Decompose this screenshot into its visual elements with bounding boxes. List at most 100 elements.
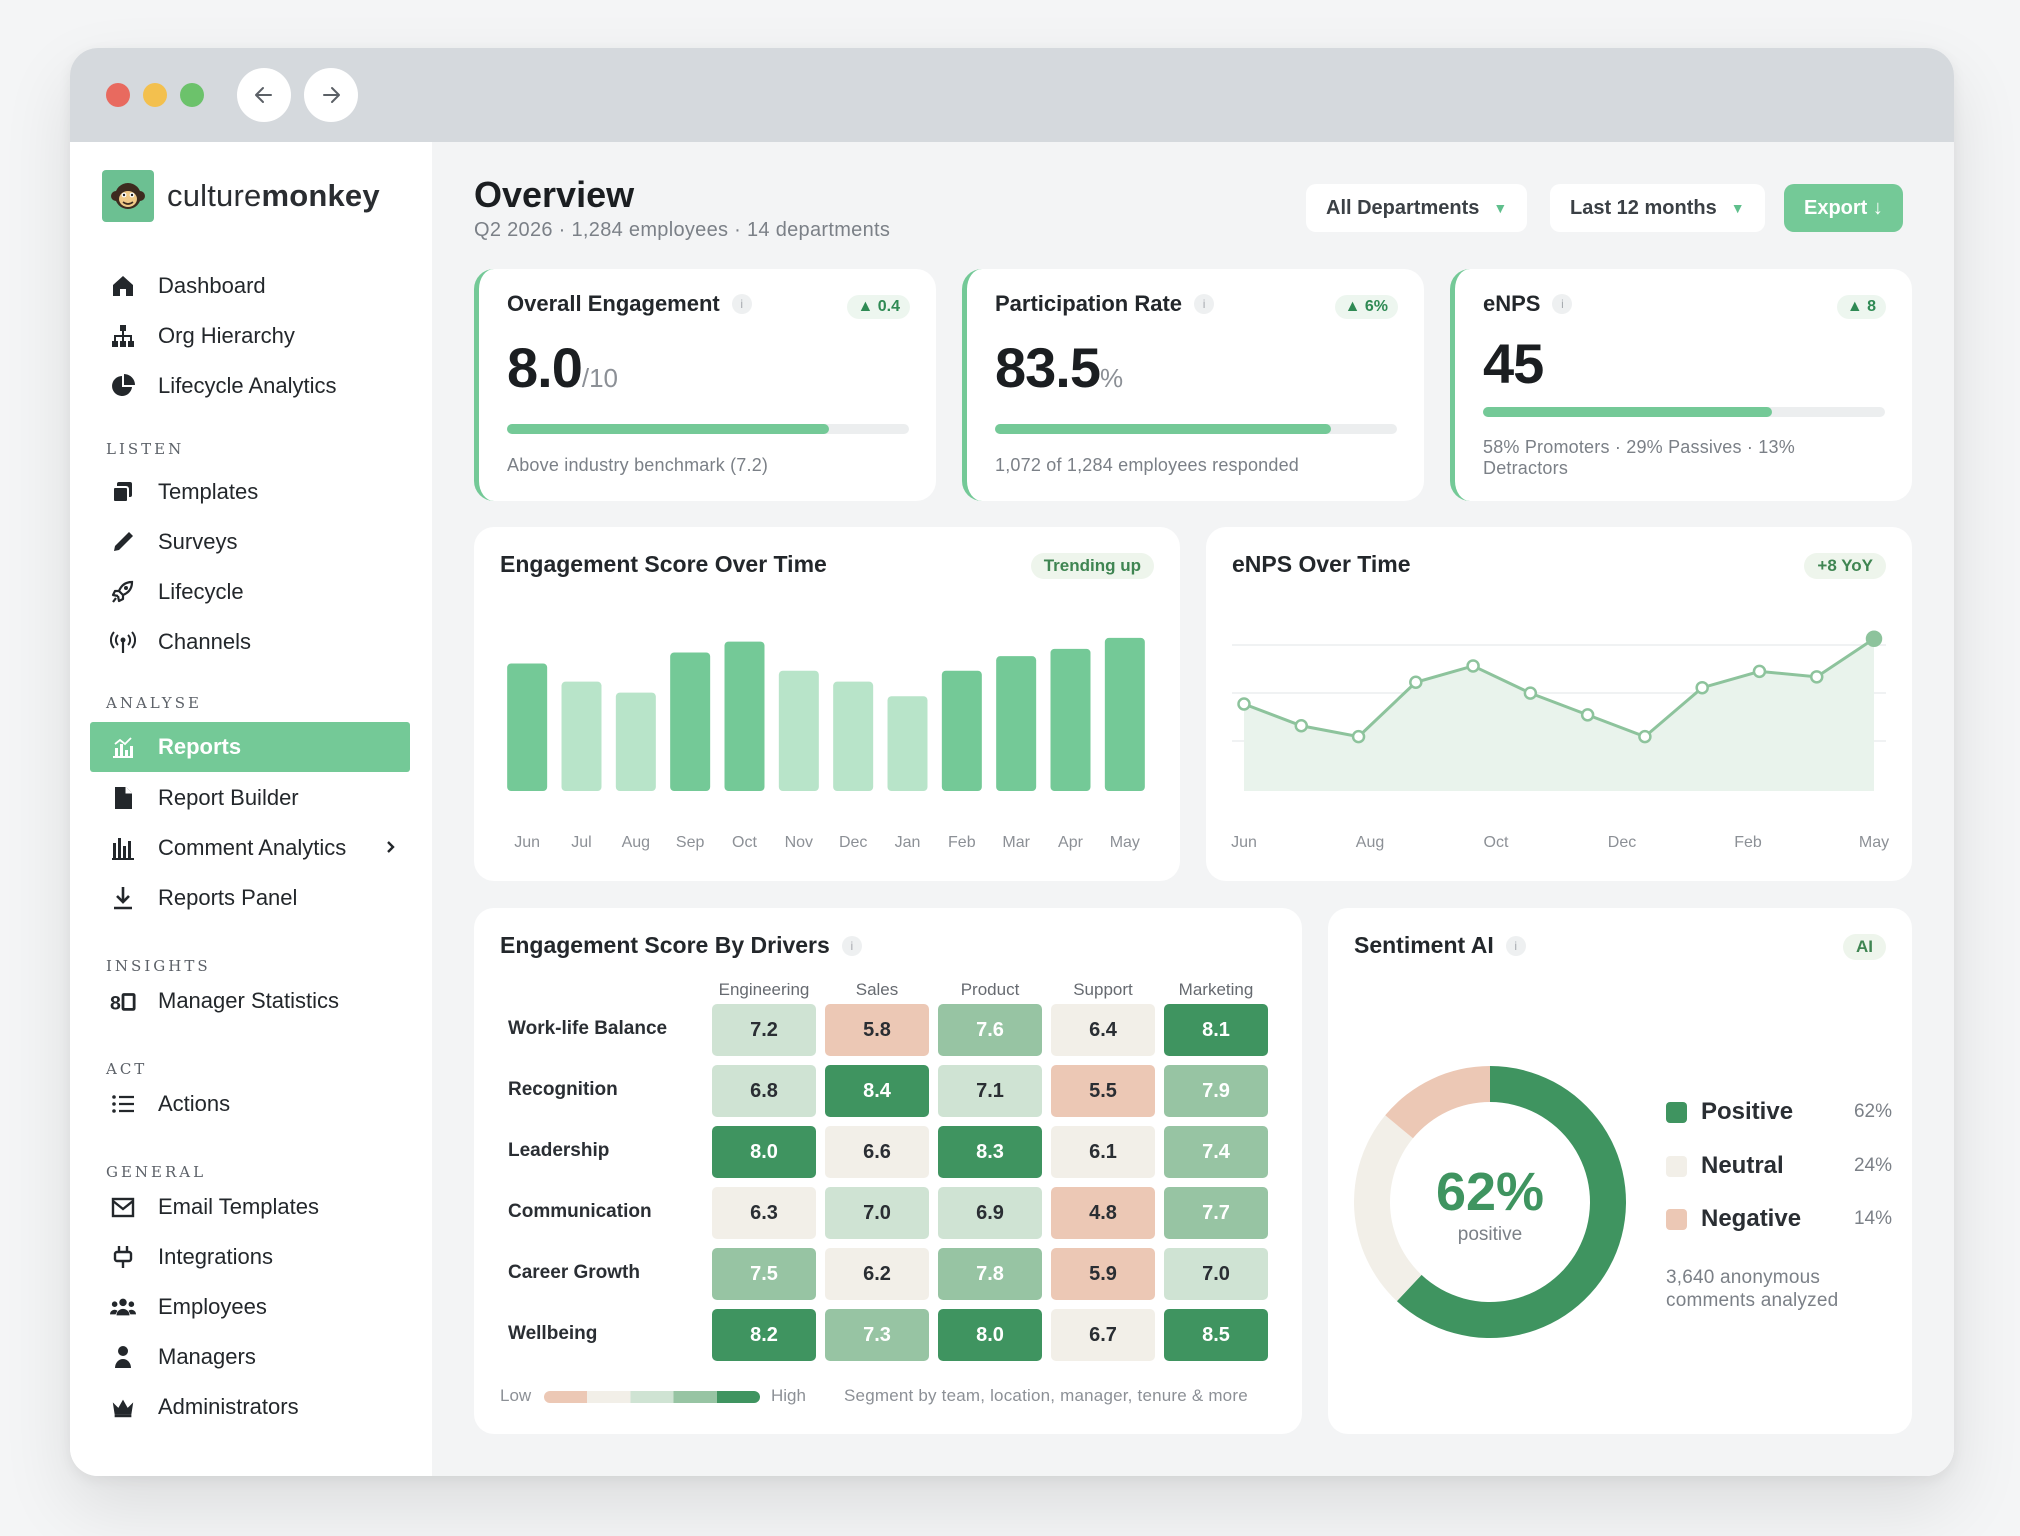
period-filter-dropdown[interactable]: Last 12 months ▼: [1550, 184, 1765, 232]
data-point: [1809, 670, 1824, 684]
info-icon[interactable]: i: [1194, 294, 1215, 314]
sidebar-item-templates[interactable]: Templates: [90, 467, 410, 517]
info-icon[interactable]: i: [731, 294, 752, 314]
heatmap-cell[interactable]: 6.3: [712, 1187, 816, 1239]
heatmap-cell[interactable]: 6.7: [1051, 1309, 1155, 1361]
row-label: Leadership: [508, 1140, 610, 1161]
heatmap-cell[interactable]: 7.0: [825, 1187, 929, 1239]
heatmap-cell[interactable]: 7.7: [1164, 1187, 1268, 1239]
row-label: Communication: [508, 1201, 652, 1222]
heatmap-cell[interactable]: 6.1: [1051, 1126, 1155, 1178]
sidebar-item-email-templates[interactable]: Email Templates: [90, 1182, 410, 1232]
svg-text:8: 8: [110, 992, 121, 1014]
heatmap-cell[interactable]: 5.8: [825, 1004, 929, 1056]
sidebar-item-lifecycle-analytics[interactable]: Lifecycle Analytics: [90, 361, 410, 411]
legend-negative: Negative 14%: [1666, 1205, 1892, 1233]
sidebar-item-org-hierarchy[interactable]: Org Hierarchy: [90, 311, 410, 361]
heatmap-cell[interactable]: 6.4: [1051, 1004, 1155, 1056]
heatmap-cell[interactable]: 6.9: [938, 1187, 1042, 1239]
heatmap-cell[interactable]: 7.8: [938, 1248, 1042, 1300]
heatmap-cell[interactable]: 7.9: [1164, 1065, 1268, 1117]
sidebar-item-report-builder[interactable]: Report Builder: [90, 773, 410, 823]
org-chart-icon: [110, 323, 136, 349]
heatmap-cell[interactable]: 5.5: [1051, 1065, 1155, 1117]
heatmap-cell[interactable]: 7.0: [1164, 1248, 1268, 1300]
sidebar-item-surveys[interactable]: Surveys: [90, 517, 410, 567]
heatmap-cell[interactable]: 7.1: [938, 1065, 1042, 1117]
sidebar-item-lifecycle[interactable]: Lifecycle: [90, 567, 410, 617]
data-point: [1294, 719, 1309, 733]
sidebar-item-manager-statistics[interactable]: 8 Manager Statistics: [110, 988, 339, 1014]
engagement-bar-chart: Jun Jul Aug Sep Oct Nov Dec Jan Feb Mar Apr May: [507, 637, 1145, 851]
trend-badge: Trending up: [1030, 553, 1154, 579]
bar: [1104, 637, 1145, 791]
bar: [996, 656, 1037, 791]
sidebar-item-dashboard[interactable]: Dashboard: [90, 261, 410, 311]
chart-title: eNPS Over Time: [1232, 551, 1411, 577]
delta-badge: ▲ 6%: [1334, 295, 1398, 319]
heatmap-cell[interactable]: 5.9: [1051, 1248, 1155, 1300]
heatmap-cell[interactable]: 8.0: [712, 1126, 816, 1178]
data-point: [1409, 675, 1423, 689]
sentiment-card: Sentiment AI i AI 62% positive Positive 62…: [1328, 908, 1912, 1434]
comments-analyzed-note: 3,640 anonymous comments analyzed: [1666, 1267, 1839, 1311]
brand-logo[interactable]: culturemonkey: [102, 170, 380, 222]
heatmap-cell[interactable]: 6.8: [712, 1065, 816, 1117]
heatmap-cell[interactable]: 7.6: [938, 1004, 1042, 1056]
ai-badge: AI: [1843, 934, 1886, 960]
sidebar-item-reports-panel[interactable]: Reports Panel: [90, 873, 410, 923]
progress-bar: [1483, 407, 1885, 417]
sidebar-item-comment-analytics[interactable]: Comment Analytics: [90, 823, 410, 873]
area-fill: [1244, 638, 1874, 791]
heatmap-cell[interactable]: 8.4: [825, 1065, 929, 1117]
sidebar-item-integrations[interactable]: Integrations: [90, 1232, 410, 1282]
row-label: Work-life Balance: [508, 1018, 668, 1039]
sidebar: culturemonkey Dashboard Org Hierarchy Li…: [70, 142, 432, 1476]
donut-slice: [1385, 1066, 1490, 1139]
info-icon[interactable]: i: [1552, 294, 1573, 314]
mail-icon: [110, 1194, 136, 1220]
kpi-note: 1,072 of 1,284 employees responded: [995, 455, 1300, 475]
heatmap-cell[interactable]: 6.6: [825, 1126, 929, 1178]
sidebar-item-employees[interactable]: Employees: [90, 1282, 410, 1332]
kpi-title: eNPS i: [1483, 291, 1573, 317]
progress-fill: [1483, 407, 1773, 417]
sentiment-donut-chart: [1354, 1066, 1626, 1338]
x-tick-label: Aug: [622, 834, 650, 851]
broadcast-icon: [110, 629, 136, 655]
sidebar-item-administrators[interactable]: Administrators: [90, 1382, 410, 1432]
heatmap-cell[interactable]: 7.3: [825, 1309, 929, 1361]
heatmap-cell[interactable]: 8.1: [1164, 1004, 1268, 1056]
back-button[interactable]: [237, 68, 291, 122]
minimize-window-button[interactable]: [143, 83, 167, 107]
heatmap-cell[interactable]: 6.2: [825, 1248, 929, 1300]
kpi-value: 8.0/10: [507, 336, 619, 399]
heatmap-cell[interactable]: 7.4: [1164, 1126, 1268, 1178]
maximize-window-button[interactable]: [180, 83, 204, 107]
sidebar-item-managers[interactable]: Managers: [90, 1332, 410, 1382]
donut-slice: [1396, 1066, 1626, 1338]
heatmap-cell[interactable]: 8.5: [1164, 1309, 1268, 1361]
caret-down-icon: ▼: [1730, 200, 1745, 216]
sidebar-item-actions[interactable]: Actions: [90, 1079, 410, 1129]
forward-button[interactable]: [304, 68, 358, 122]
info-icon[interactable]: i: [1505, 935, 1526, 956]
heatmap-cell[interactable]: 4.8: [1051, 1187, 1155, 1239]
chevron-right-icon[interactable]: [384, 837, 398, 863]
heatmap-cell[interactable]: 8.2: [712, 1309, 816, 1361]
export-button[interactable]: Export ↓: [1784, 184, 1903, 232]
department-filter-dropdown[interactable]: All Departments ▼: [1306, 184, 1528, 232]
heatmap-cell[interactable]: 8.0: [938, 1309, 1042, 1361]
heatmap-cell[interactable]: 7.2: [712, 1004, 816, 1056]
enps-chart-card: eNPS Over Time +8 YoY Jun Aug Oct Dec Feb May: [1206, 527, 1912, 881]
heatmap-cell[interactable]: 8.3: [938, 1126, 1042, 1178]
sidebar-item-reports[interactable]: Reports: [90, 722, 410, 772]
sidebar-item-channels[interactable]: Channels: [90, 617, 410, 667]
section-insights: INSIGHTS: [106, 957, 211, 975]
close-window-button[interactable]: [106, 83, 130, 107]
heatmap-cell[interactable]: 7.5: [712, 1248, 816, 1300]
delta-badge: ▲ 0.4: [847, 295, 910, 319]
app-window: culturemonkey Dashboard Org Hierarchy Li…: [70, 48, 1954, 1476]
engagement-chart-card: Engagement Score Over Time Trending up J…: [474, 527, 1180, 881]
info-icon[interactable]: i: [841, 935, 862, 956]
